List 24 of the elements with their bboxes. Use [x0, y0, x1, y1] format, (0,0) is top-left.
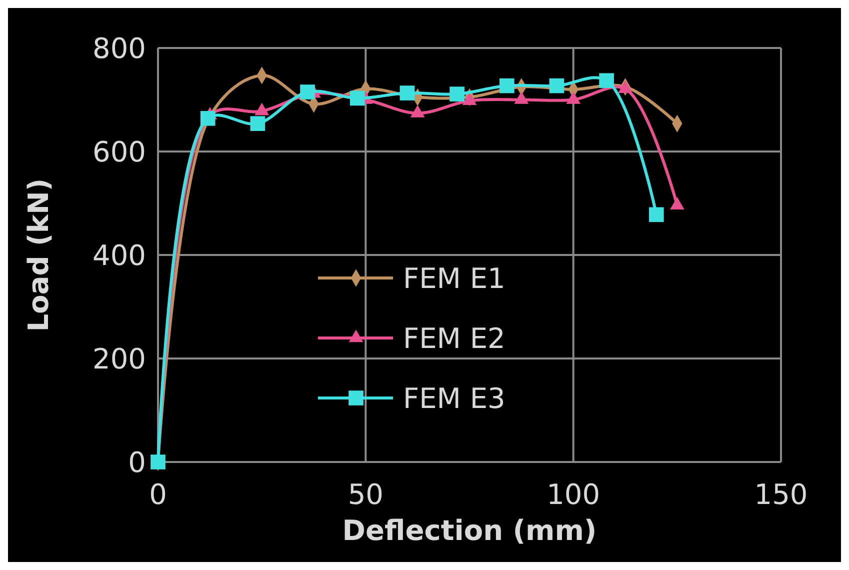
point [599, 73, 614, 88]
point [499, 78, 514, 94]
x-tick-label: 100 [546, 478, 600, 511]
point [250, 116, 266, 131]
y-tick-label: 800 [92, 32, 146, 65]
y-tick-label: 600 [92, 135, 146, 168]
legend-label: FEM E2 [403, 322, 506, 355]
x-tick-label: 0 [149, 478, 167, 511]
x-tick-label: 150 [754, 478, 808, 511]
x-tick-label: 50 [348, 478, 384, 511]
y-axis-title: Load (kN) [22, 178, 55, 332]
point [450, 86, 464, 102]
y-tick-label: 400 [92, 238, 146, 272]
point [300, 84, 315, 100]
point [400, 86, 415, 100]
point [350, 90, 365, 106]
legend-label: FEM E1 [403, 262, 506, 295]
y-tick-label: 0 [128, 446, 146, 479]
point [549, 78, 564, 94]
x-axis-title: Deflection (mm) [342, 514, 597, 547]
point [648, 207, 664, 222]
legend-label: FEM E3 [403, 382, 506, 415]
point [200, 110, 216, 126]
y-tick-label: 200 [92, 342, 146, 376]
